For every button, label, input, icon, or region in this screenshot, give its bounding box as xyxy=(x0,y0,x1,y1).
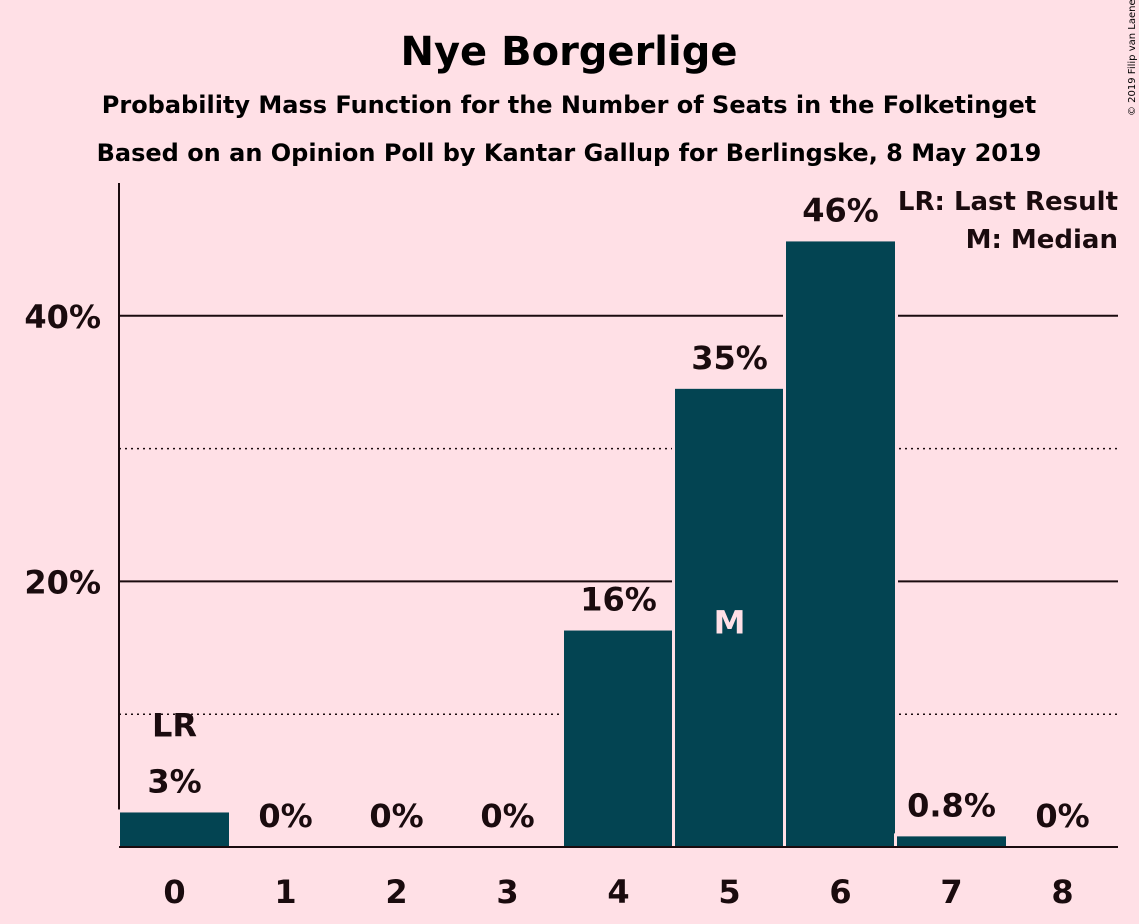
data-label: 3% xyxy=(147,762,201,800)
bar-5 xyxy=(675,388,784,847)
x-tick-label: 6 xyxy=(829,873,851,911)
data-label: 46% xyxy=(802,191,879,229)
data-label: 16% xyxy=(580,581,657,619)
bar-4 xyxy=(564,630,673,847)
x-tick-label: 2 xyxy=(385,873,407,911)
data-label: 0% xyxy=(369,797,423,835)
bar-0 xyxy=(120,812,229,847)
data-label: 0% xyxy=(258,797,312,835)
x-tick-label: 8 xyxy=(1051,873,1073,911)
x-tick-label: 5 xyxy=(718,873,740,911)
median-marker: M xyxy=(714,603,746,641)
last-result-marker: LR xyxy=(152,706,197,744)
bar-6 xyxy=(786,241,895,847)
chart-subtitle-1: Probability Mass Function for the Number… xyxy=(102,91,1036,119)
x-tick-label: 3 xyxy=(496,873,518,911)
data-label: 0% xyxy=(1035,797,1089,835)
data-label: 35% xyxy=(691,339,768,377)
copyright-text: © 2019 Filip van Laenen xyxy=(1127,0,1138,116)
data-label: 0% xyxy=(480,797,534,835)
bar-7 xyxy=(897,836,1006,847)
chart-title: Nye Borgerlige xyxy=(401,29,738,75)
y-tick-label: 20% xyxy=(24,563,101,601)
data-label: 0.8% xyxy=(907,786,996,824)
x-tick-label: 0 xyxy=(163,873,185,911)
x-tick-label: 4 xyxy=(607,873,629,911)
legend-entry: M: Median xyxy=(966,225,1118,255)
legend-entry: LR: Last Result xyxy=(898,187,1118,217)
chart-subtitle-2: Based on an Opinion Poll by Kantar Gallu… xyxy=(97,139,1042,167)
x-tick-label: 7 xyxy=(940,873,962,911)
y-tick-label: 40% xyxy=(24,298,101,336)
x-tick-label: 1 xyxy=(274,873,296,911)
